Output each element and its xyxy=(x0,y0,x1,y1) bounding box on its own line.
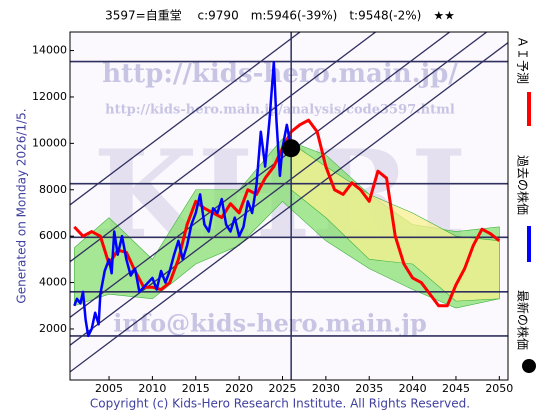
y-tick-label: 14000 xyxy=(32,44,67,57)
y-tick-label: 10000 xyxy=(32,136,67,149)
trend-line xyxy=(70,42,508,373)
x-tick-label: 2030 xyxy=(312,382,340,395)
x-tick-label: 2025 xyxy=(268,382,296,395)
legend-label: ＡＩ予測 xyxy=(516,36,530,84)
watermark: http://kids-hero.main.jp/analysis/code35… xyxy=(105,103,455,118)
legend-label: 最新の株価 xyxy=(516,290,531,350)
watermark: http://kids-hero.main.jp/ xyxy=(102,59,458,89)
legend-label: 過去の株価 xyxy=(516,155,531,215)
chart-title: 3597=自重堂 c:9790 m:5946(-39%) t:9548(-2%)… xyxy=(105,9,455,23)
y-tick-label: 12000 xyxy=(32,90,67,103)
x-tick-label: 2010 xyxy=(138,382,166,395)
trend-line xyxy=(70,32,302,206)
y-tick-label: 4000 xyxy=(39,276,67,289)
x-tick-label: 2035 xyxy=(355,382,383,395)
legend-swatch xyxy=(522,359,536,373)
plot-border xyxy=(69,31,509,381)
side-label: Generated on Monday 2026/1/5. xyxy=(15,108,29,303)
x-tick-label: 2050 xyxy=(485,382,513,395)
x-tick-label: 2040 xyxy=(399,382,427,395)
y-tick-label: 2000 xyxy=(39,322,67,335)
y-tick-label: 6000 xyxy=(39,229,67,242)
latest-point xyxy=(282,139,301,158)
watermark: info@kids-hero.main.jp xyxy=(113,309,427,338)
y-tick-label: 8000 xyxy=(39,183,67,196)
plot-area: http://kids-hero.main.jp/http://kids-her… xyxy=(70,32,508,380)
trend-line xyxy=(70,32,488,346)
footer: Copyright (c) Kids-Hero Research Institu… xyxy=(90,397,470,411)
trend-line xyxy=(70,32,377,263)
x-tick-label: 2005 xyxy=(95,382,123,395)
x-tick-label: 2045 xyxy=(442,382,470,395)
band xyxy=(290,142,500,302)
x-tick-label: 2015 xyxy=(182,382,210,395)
series-line xyxy=(73,60,293,338)
x-tick-label: 2020 xyxy=(225,382,253,395)
